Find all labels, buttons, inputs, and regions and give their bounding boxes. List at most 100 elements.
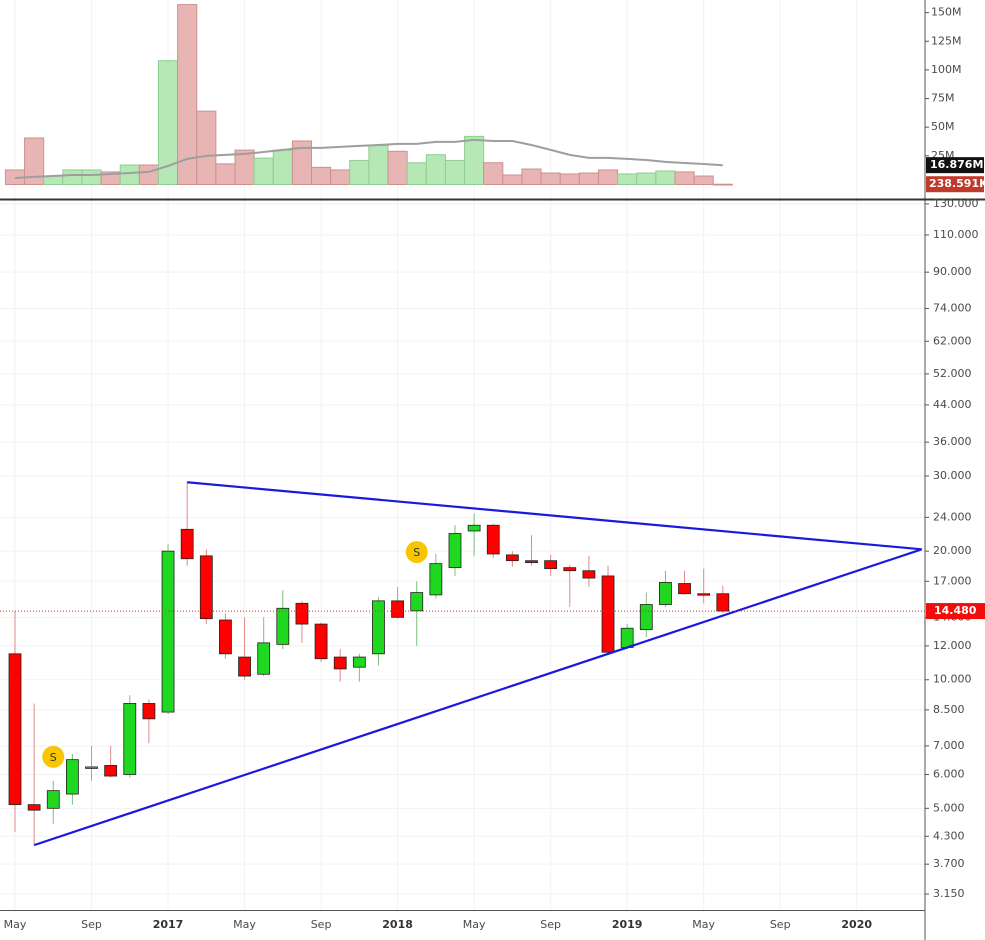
candle-body [563,567,577,572]
volume-bar [177,4,198,186]
split-marker [42,745,65,768]
candle-body [505,554,519,562]
volume-bar [234,149,255,186]
x-tick-label: 2020 [841,918,872,931]
x-tick-label: 2017 [153,918,184,931]
volume-bar [636,172,657,186]
candle-body [180,528,194,560]
candle-body [238,656,251,677]
candle-body [104,765,118,777]
y-tick-label: 4.300 [933,829,965,842]
candle-body [659,582,672,605]
y-tick-label: 20.000 [933,544,972,557]
x-tick-label: May [463,918,486,931]
volume-bar [712,183,733,186]
y-tick-label: 150M [931,6,962,19]
y-tick-label: 12.000 [933,639,972,652]
y-tick-label: 7.000 [933,739,965,752]
candle-body [295,602,309,625]
y-tick-label: 36.000 [933,435,972,448]
volume-bar [464,135,485,186]
volume-bar [617,173,638,185]
candle-body [27,804,41,811]
candle-body [276,607,290,645]
candle-body [620,627,634,648]
volume-bar [425,154,446,186]
y-tick-label: 50M [931,120,955,133]
volume-bar [693,175,714,186]
candle-body [314,623,328,660]
candle-body [219,619,232,655]
candle-body [525,560,538,564]
candle-body [639,604,653,631]
y-tick-label: 3.150 [933,887,965,900]
trend-line [187,481,922,551]
ma-last-box [926,157,984,174]
y-tick-label: 74.000 [933,301,972,314]
y-tick-label: 125M [931,34,962,47]
labels: 25M50M75M100M125M150M16.876M238.591K3.15… [4,6,985,931]
ma-last-label: 16.876M [930,158,983,171]
y-tick-label: 62.000 [933,334,972,347]
volume-bar [24,137,45,185]
volume-bar [559,173,580,185]
y-tick-label: 110.000 [933,228,979,241]
y-tick-label: 10.000 [933,673,972,686]
candle-body [486,524,500,555]
moving-average [14,138,723,179]
candle-body [601,575,615,653]
candle-body [161,550,175,713]
split-marker [405,541,428,564]
y-tick-label: 24.000 [933,510,972,523]
y-tick-label: 44.000 [933,398,972,411]
volume-bar [62,169,83,186]
plot: SS [0,4,925,847]
x-tick-label: May [233,918,256,931]
volume-bar [597,169,619,186]
candle-body [467,524,481,532]
candle-body [697,593,711,596]
y-tick-label: 6.000 [933,767,965,780]
candle-body [410,592,424,612]
volume-bar [406,162,427,186]
volume-bar [483,162,504,186]
volume-bar [578,172,599,186]
y-tick-label: 100M [931,63,962,76]
volume-bar [349,159,370,186]
split-marker-label: S [50,751,57,764]
volume-bar [196,110,217,185]
volume-bar [330,169,351,186]
x-tick-label: Sep [311,918,332,931]
volume-bar [81,169,102,186]
y-tick-label: 30.000 [933,469,972,482]
x-tick-label: Sep [540,918,561,931]
volume-bar [540,172,561,186]
y-tick-label: 17.000 [933,574,972,587]
volume-bar [138,164,159,185]
y-tick-label: 52.000 [933,367,972,380]
candle-body [257,642,271,675]
volume-bar [674,171,695,185]
volume-last-label: 238.591K [929,177,985,190]
volume-bar [311,166,332,186]
x-tick-label: May [4,918,27,931]
x-tick-label: 2018 [382,918,413,931]
candle-body [429,563,443,596]
y-tick-label: 3.700 [933,857,965,870]
candle-body [65,759,79,795]
candle-body [372,600,385,655]
y-tick-label: 5.000 [933,801,965,814]
volume-bar [444,159,466,186]
candle-body [142,703,156,720]
split-marker-label: S [413,546,420,559]
last-price-label: 14.480 [934,604,977,617]
y-tick-label: 8.500 [933,703,965,716]
volume-bar [655,170,676,186]
volume-bar [368,145,389,185]
last-price-box [926,603,985,620]
x-tick-label: Sep [81,918,102,931]
candle-body [46,790,60,809]
volume-bar [521,168,542,186]
candle-body [716,593,730,612]
